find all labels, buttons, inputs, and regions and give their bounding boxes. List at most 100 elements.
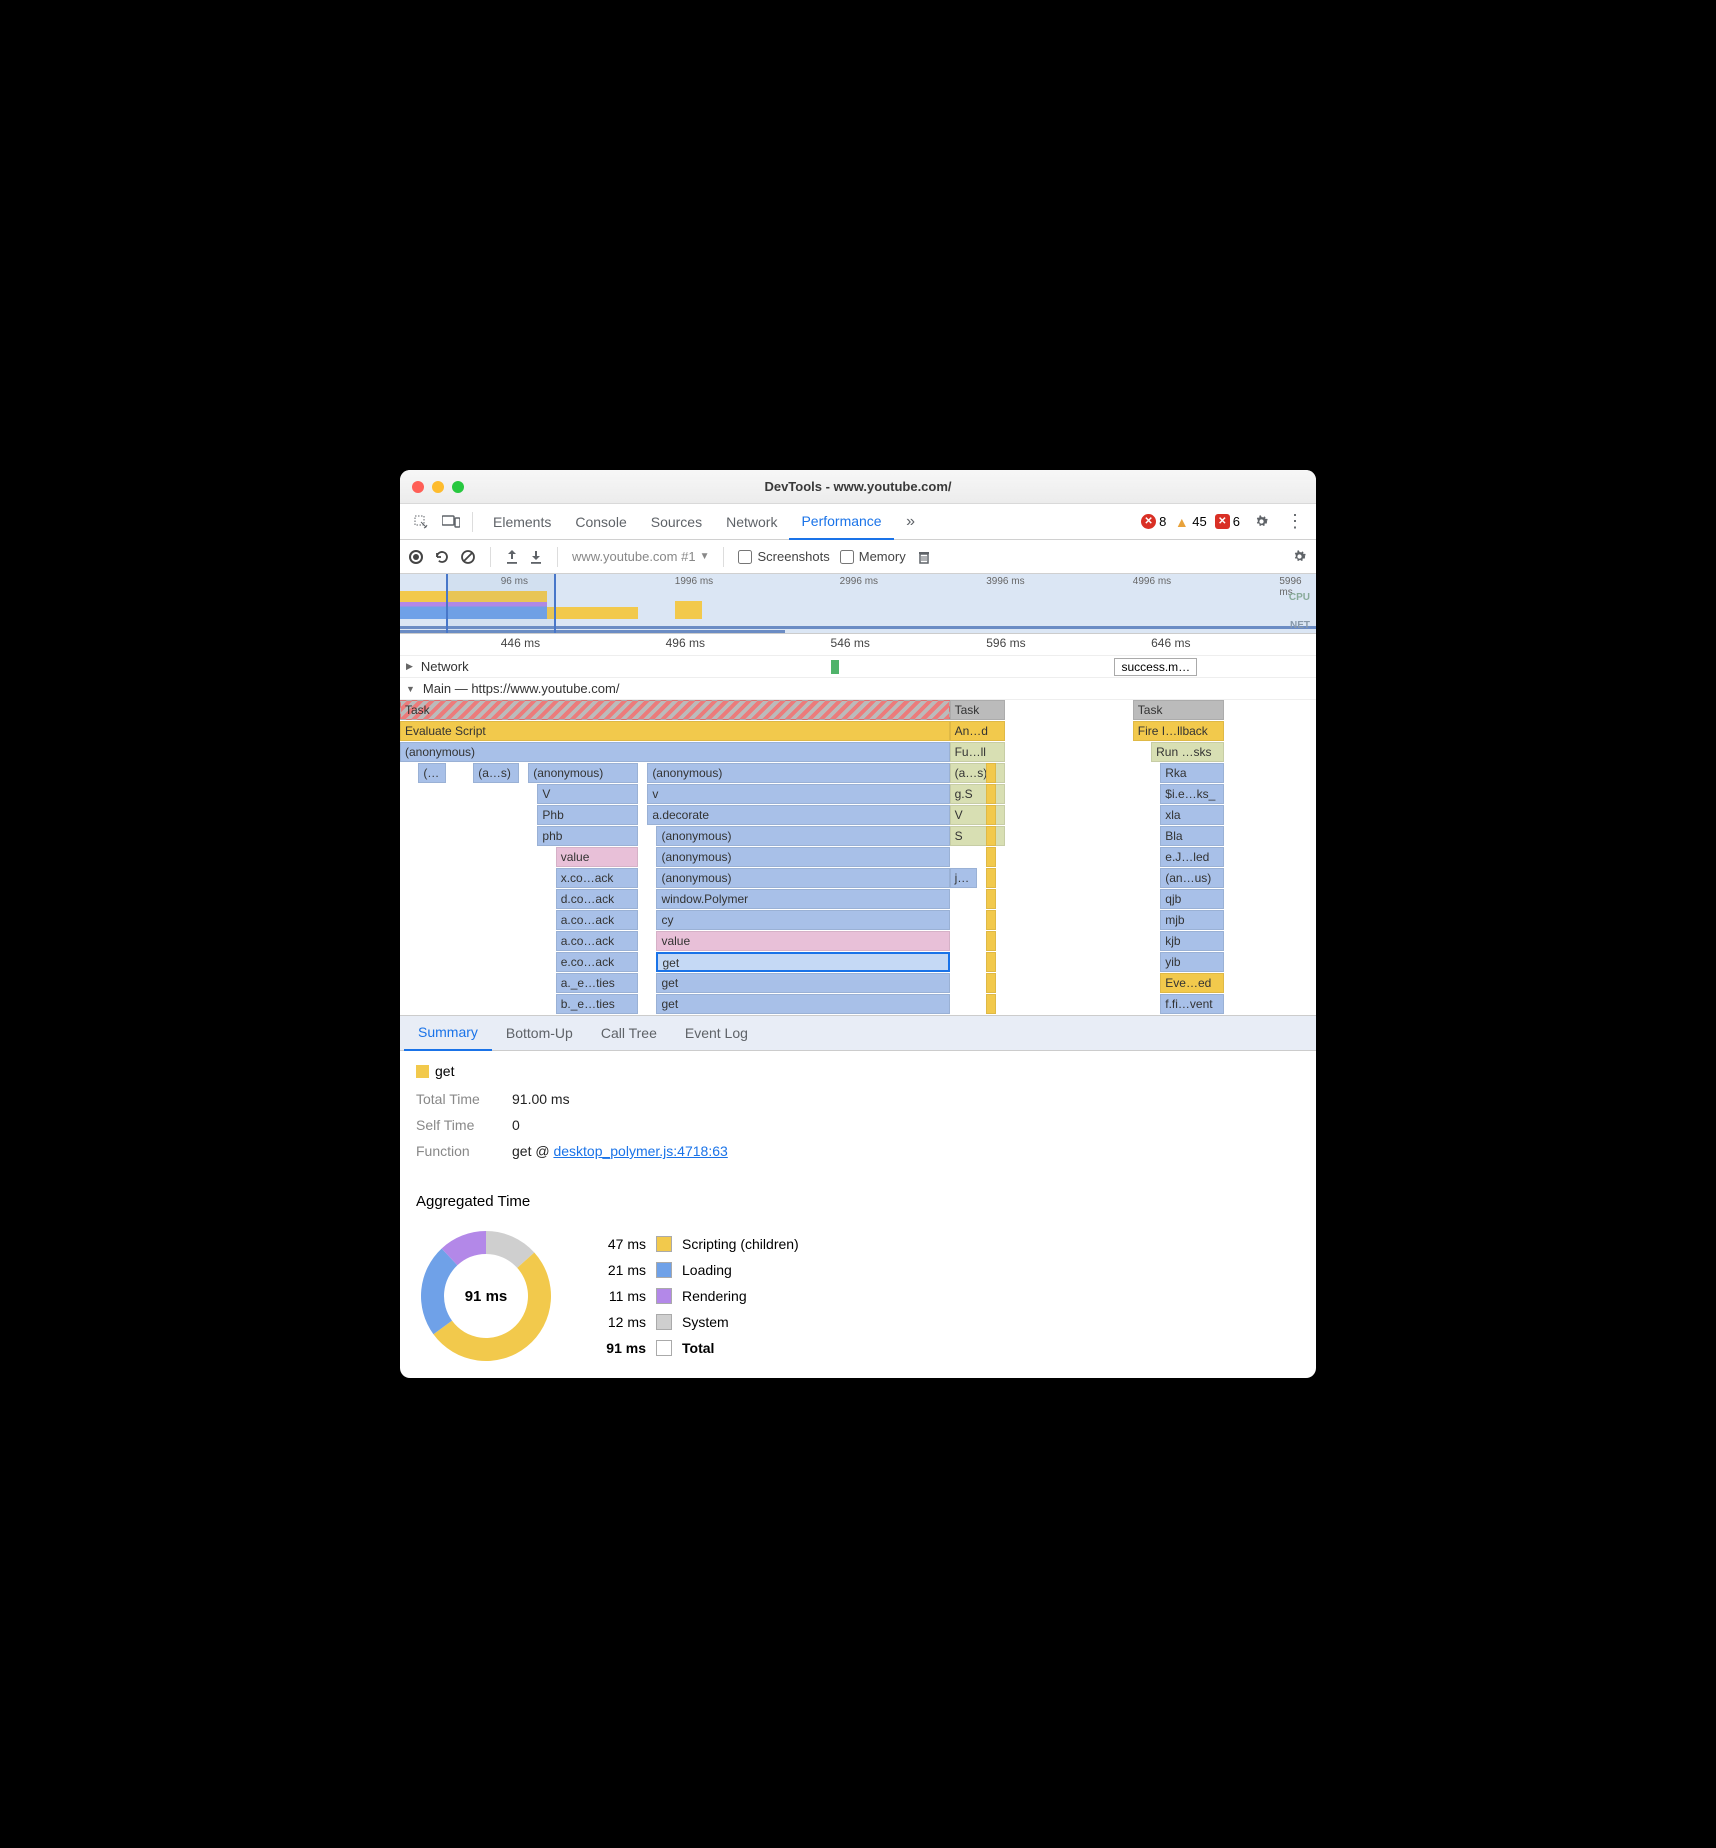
flame-block[interactable]: (an…us) <box>1160 868 1224 888</box>
target-select[interactable]: www.youtube.com #1 ▼ <box>572 549 709 564</box>
flame-block[interactable]: (anonymous) <box>656 826 949 846</box>
flame-block[interactable]: Fu…ll <box>950 742 1005 762</box>
network-item[interactable]: success.m… <box>1114 658 1197 676</box>
titlebar: DevTools - www.youtube.com/ <box>400 470 1316 504</box>
flame-block[interactable]: value <box>556 847 638 867</box>
cpu-label: CPU <box>1289 592 1310 603</box>
download-icon[interactable] <box>529 549 543 565</box>
flame-block[interactable]: Bla <box>1160 826 1224 846</box>
legend-row: 47 msScripting (children) <box>596 1236 799 1252</box>
tab-console[interactable]: Console <box>563 504 638 540</box>
clear-icon[interactable] <box>460 549 476 565</box>
summary-title: get <box>416 1063 1300 1079</box>
flame-block[interactable]: b._e…ties <box>556 994 638 1014</box>
flame-block[interactable]: f.fi…vent <box>1160 994 1224 1014</box>
detail-tab-call-tree[interactable]: Call Tree <box>587 1015 671 1051</box>
flame-block[interactable]: e.J…led <box>1160 847 1224 867</box>
flame-block[interactable]: Task <box>1133 700 1225 720</box>
flame-block[interactable]: (a…s) <box>473 763 519 783</box>
source-link[interactable]: desktop_polymer.js:4718:63 <box>553 1143 727 1159</box>
memory-checkbox[interactable]: Memory <box>840 549 906 564</box>
flame-chart[interactable]: TaskTaskTaskEvaluate ScriptAn…dFire I…ll… <box>400 700 1316 1015</box>
flame-block[interactable]: Evaluate Script <box>400 721 950 741</box>
net-label: NET <box>1290 620 1310 631</box>
flame-block[interactable]: g.S <box>950 784 1005 804</box>
flame-block[interactable]: a.decorate <box>647 805 949 825</box>
detail-tab-summary[interactable]: Summary <box>404 1015 492 1051</box>
inspect-icon[interactable] <box>408 509 434 535</box>
flame-block[interactable]: cy <box>656 910 949 930</box>
kebab-icon[interactable]: ⋮ <box>1282 509 1308 535</box>
flame-block[interactable]: v <box>647 784 949 804</box>
flame-block[interactable]: j… <box>950 868 977 888</box>
flame-block[interactable]: Task <box>400 700 950 720</box>
flame-block[interactable]: xla <box>1160 805 1224 825</box>
flame-block[interactable]: mjb <box>1160 910 1224 930</box>
capture-settings-gear-icon[interactable] <box>1291 548 1308 565</box>
legend-row: 11 msRendering <box>596 1288 799 1304</box>
flame-block[interactable]: Rka <box>1160 763 1224 783</box>
upload-icon[interactable] <box>505 549 519 565</box>
flame-block[interactable]: yib <box>1160 952 1224 972</box>
error-badge[interactable]: ✕8 <box>1141 514 1166 529</box>
tab-performance[interactable]: Performance <box>789 504 893 540</box>
flame-block[interactable]: get <box>656 994 949 1014</box>
perf-toolbar: www.youtube.com #1 ▼ Screenshots Memory <box>400 540 1316 574</box>
more-tabs-icon[interactable]: » <box>898 509 924 535</box>
flame-block[interactable]: kjb <box>1160 931 1224 951</box>
flame-block[interactable]: get <box>656 973 949 993</box>
flame-block[interactable]: $i.e…ks_ <box>1160 784 1224 804</box>
flame-block[interactable]: Fire I…llback <box>1133 721 1225 741</box>
record-icon[interactable] <box>408 549 424 565</box>
flame-block[interactable]: (… <box>418 763 445 783</box>
legend-row: 12 msSystem <box>596 1314 799 1330</box>
main-track-header[interactable]: Main — https://www.youtube.com/ <box>400 678 1316 700</box>
timeline-overview[interactable]: 96 ms1996 ms2996 ms3996 ms4996 ms5996 ms… <box>400 574 1316 634</box>
issue-badge[interactable]: ✕6 <box>1215 514 1240 529</box>
reload-icon[interactable] <box>434 549 450 565</box>
flame-block[interactable]: a._e…ties <box>556 973 638 993</box>
flame-block[interactable]: Phb <box>537 805 638 825</box>
flame-block[interactable]: (a…s) <box>950 763 1005 783</box>
tab-network[interactable]: Network <box>714 504 789 540</box>
flame-block[interactable]: a.co…ack <box>556 910 638 930</box>
gear-icon[interactable] <box>1248 509 1274 535</box>
network-track[interactable]: Network success.m… <box>400 656 1316 678</box>
flame-block[interactable]: An…d <box>950 721 1005 741</box>
detail-ruler[interactable]: 446 ms496 ms546 ms596 ms646 ms <box>400 634 1316 656</box>
flame-block[interactable]: (anonymous) <box>647 763 949 783</box>
flame-block[interactable]: (anonymous) <box>528 763 638 783</box>
donut-chart: 91 ms <box>416 1226 556 1366</box>
device-icon[interactable] <box>438 509 464 535</box>
flame-block[interactable]: (anonymous) <box>400 742 950 762</box>
gc-icon[interactable] <box>916 549 932 565</box>
flame-block[interactable]: Task <box>950 700 1005 720</box>
detail-tabs: SummaryBottom-UpCall TreeEvent Log <box>400 1015 1316 1051</box>
flame-block[interactable]: V <box>537 784 638 804</box>
flame-block[interactable]: V <box>950 805 1005 825</box>
flame-block[interactable]: (anonymous) <box>656 868 949 888</box>
panel-tabs: ElementsConsoleSourcesNetworkPerformance… <box>400 504 1316 540</box>
flame-block[interactable]: phb <box>537 826 638 846</box>
aggregated-title: Aggregated Time <box>416 1193 1300 1210</box>
flame-block[interactable]: x.co…ack <box>556 868 638 888</box>
flame-block[interactable]: (anonymous) <box>656 847 949 867</box>
flame-block[interactable]: d.co…ack <box>556 889 638 909</box>
screenshots-checkbox[interactable]: Screenshots <box>738 549 829 564</box>
flame-block[interactable]: Run …sks <box>1151 742 1224 762</box>
tab-sources[interactable]: Sources <box>639 504 714 540</box>
flame-block[interactable]: value <box>656 931 949 951</box>
flame-block[interactable]: Eve…ed <box>1160 973 1224 993</box>
flame-block[interactable]: S <box>950 826 1005 846</box>
flame-block[interactable]: qjb <box>1160 889 1224 909</box>
warning-badge[interactable]: ▲45 <box>1174 514 1206 529</box>
devtools-window: DevTools - www.youtube.com/ ElementsCons… <box>400 470 1316 1378</box>
detail-tab-event-log[interactable]: Event Log <box>671 1015 762 1051</box>
flame-block[interactable]: window.Polymer <box>656 889 949 909</box>
flame-block[interactable]: get <box>656 952 949 972</box>
tab-elements[interactable]: Elements <box>481 504 563 540</box>
detail-tab-bottom-up[interactable]: Bottom-Up <box>492 1015 587 1051</box>
flame-block[interactable]: e.co…ack <box>556 952 638 972</box>
flame-block[interactable]: a.co…ack <box>556 931 638 951</box>
network-request-icon <box>831 660 839 674</box>
